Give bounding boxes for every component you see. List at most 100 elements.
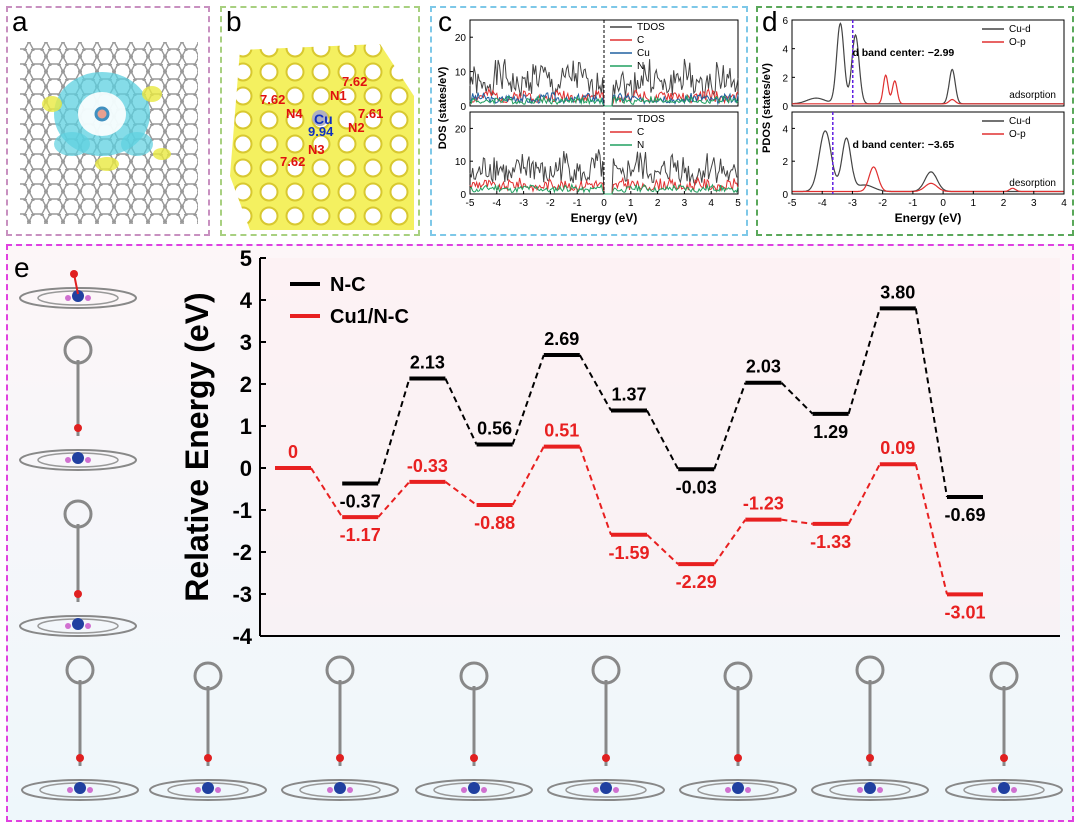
data-label-nc: -0.37 [340,492,381,512]
connector-nc [847,308,881,415]
y-axis-label: Relative Energy (eV) [179,292,215,601]
x-tick-label: 5 [735,198,741,209]
x-axis-label: Energy (eV) [571,211,638,225]
panel-b-frame [220,6,420,236]
x-tick-label: -3 [519,198,528,209]
n-atom-icon [461,787,467,793]
data-label-cu1nc: -1.17 [340,525,381,545]
x-tick-label: 2 [1001,198,1007,209]
molecule [65,655,95,766]
connector-nc [377,378,411,484]
x-tick-label: -4 [818,198,827,209]
connector-nc [511,354,545,445]
state-label-1: desorption [1009,178,1056,189]
oxygen-atom-icon [74,590,82,598]
y-tick-label: 1 [240,414,252,439]
slab-ring [21,779,139,801]
panel-d-frame [756,6,1074,236]
n-atom-icon [195,787,201,793]
charge-label-n2: 7.61 [358,106,383,121]
connector-cu1nc [781,518,813,525]
molecule [723,661,753,766]
n-atom-icon [725,787,731,793]
x-tick-label: 1 [971,198,977,209]
catalyst-slab [547,779,665,801]
slab-ring [415,779,533,801]
cu-atom-icon [334,782,346,794]
catalyst-slab [679,779,797,801]
connector-cu1nc [511,446,545,506]
n-atom-icon [85,623,91,629]
legend-label-n: N [637,61,644,72]
benzene-ring [989,661,1019,691]
slab-ring [19,287,137,309]
atom-label-n4: N4 [286,106,303,121]
cu-atom-icon [72,452,84,464]
data-label-nc: -0.69 [944,505,985,525]
slab-ring [281,779,399,801]
n-atom-icon [347,787,353,793]
panel-c-label: c [438,6,452,37]
y-tick-label: 0 [460,190,466,201]
x-tick-label: -2 [878,198,887,209]
x-tick-label: -2 [546,198,555,209]
x-tick-label: -3 [848,198,857,209]
charge-label-n4: 7.62 [260,92,285,107]
slab-ring [19,449,137,471]
n-atom-icon [65,295,71,301]
panel-a-label: a [12,6,28,37]
x-tick-label: -5 [788,198,797,209]
charge-label-n1: 7.62 [342,74,367,89]
catalyst-slab [19,449,137,471]
x-tick-label: -4 [492,198,501,209]
legend-label-c: C [637,35,644,46]
panel-e-energy-profile: -4 -3 -2 -1 0 1 2 3 4 5 Relative Energy (eV) -0.37 2… [19,246,1063,801]
y-tick-label: 10 [455,157,467,168]
legend-label-nc: N-C [330,274,366,296]
molecule [591,655,621,766]
connector-nc [914,308,948,498]
molecule [63,499,93,602]
data-label-nc: 1.29 [813,422,848,442]
panel-a-frame [6,6,210,236]
legend-label-n: N [637,140,644,151]
y-tick-label: -2 [232,540,252,565]
panel-d-label: d [762,6,778,37]
benzene-ring [193,661,223,691]
benzene-ring [591,655,621,685]
data-label-cu1nc: -0.33 [407,456,448,476]
y-tick-label: -3 [232,582,252,607]
data-label-nc: 2.13 [410,353,445,373]
charge-label-cu: 9.94 [308,124,334,139]
x-tick-label: 0 [940,198,946,209]
x-tick-label: 4 [1061,198,1067,209]
benzene-ring [723,661,753,691]
panel-b-label: b [226,6,242,37]
n-atom-icon [613,787,619,793]
legend-label-o-p: O-p [1009,37,1026,48]
d-band-center-annotation-0: d band center: −2.99 [852,47,954,59]
panel-e-label: e [14,252,30,283]
panel-b-structure: Cu 9.94 N1 7.62 N2 7.61 N3 7.62 N4 7.62 [230,44,414,230]
catalyst-slab [945,779,1063,801]
o2-bond [73,273,79,295]
data-label-nc: 1.37 [611,384,646,404]
molecule [459,661,489,766]
y-tick-label: 0 [782,190,788,201]
legend-label-tdos: TDOS [637,22,665,33]
data-label-cu1nc: -0.88 [474,513,515,533]
molecular-structures [19,270,1063,801]
n-atom-icon [65,457,71,463]
catalyst-slab [149,779,267,801]
x-tick-label: 2 [655,198,661,209]
cu-atom-icon [72,618,84,630]
atom-label-n1: N1 [330,88,347,103]
oxygen-atom-icon [734,754,742,762]
n-atom-icon [877,787,883,793]
pdos-plot-frame-1 [791,111,1065,195]
d-band-center-annotation-1: d band center: −3.65 [852,139,954,151]
x-tick-label: 0 [601,198,607,209]
n-atom-icon [991,787,997,793]
data-label-cu1nc: -3.01 [944,602,985,622]
